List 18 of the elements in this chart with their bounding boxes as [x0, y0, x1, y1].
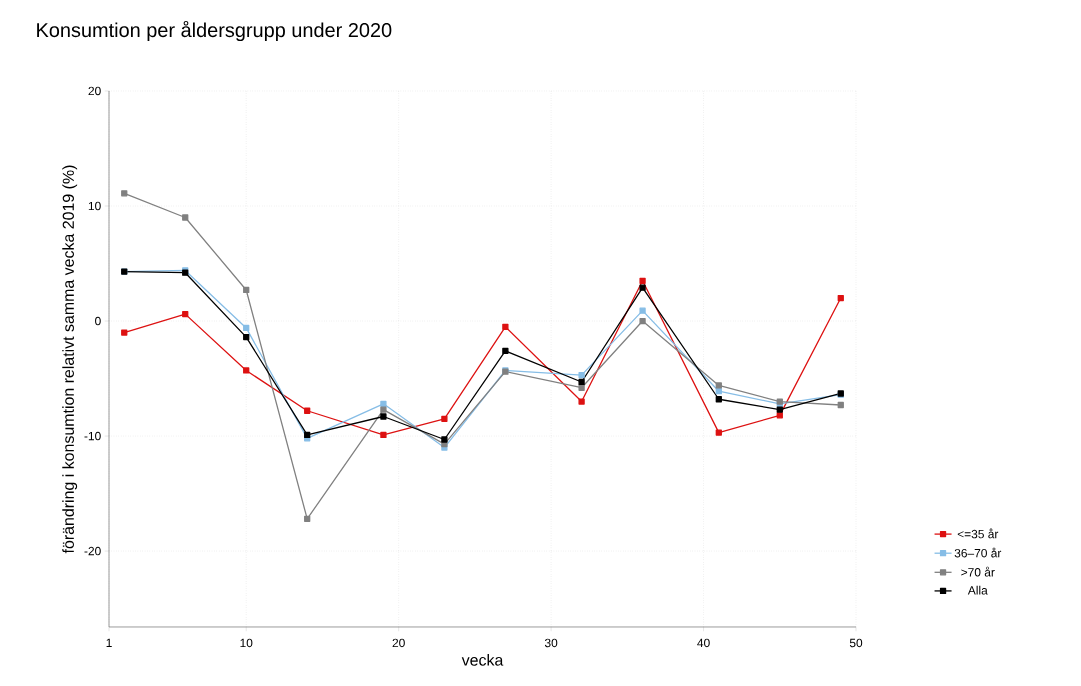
y-tick-label: -20 [84, 546, 101, 556]
x-tick-label: 30 [544, 638, 558, 648]
x-tick-label: 20 [392, 638, 405, 648]
y-tick-label: -10 [84, 431, 101, 441]
legend-label: >70 år [961, 566, 995, 577]
x-axis-title: vecka [461, 654, 504, 666]
x-tick-label: 10 [240, 638, 253, 648]
y-tick-label: 10 [88, 201, 101, 211]
legend-label: 36–70 år [954, 547, 1002, 558]
x-tick-label: 1 [106, 638, 112, 647]
y-tick-label: 20 [88, 86, 101, 96]
y-axis-title: förändring i konsumtion relativt samma vecka 2019 (%) [62, 165, 78, 554]
legend-label: <=35 år [957, 528, 999, 539]
chart-title: Konsumtion per åldersgrupp under 2020 [37, 20, 392, 42]
x-tick-label: 50 [849, 638, 863, 648]
legend-label: Alla [967, 585, 988, 595]
y-tick-label: 0 [95, 316, 101, 326]
x-tick-label: 40 [697, 638, 710, 648]
